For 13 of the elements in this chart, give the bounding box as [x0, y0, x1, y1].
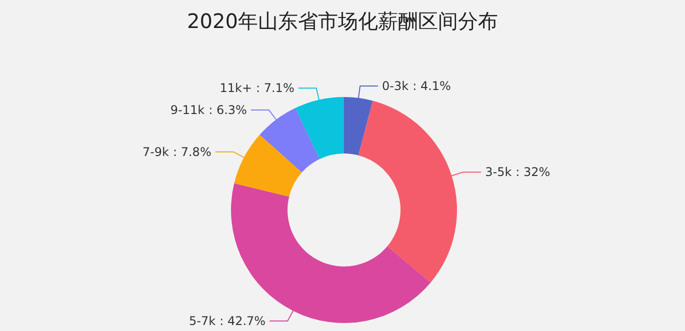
slice-label: 0-3k — [382, 79, 409, 94]
slice-label: 3-5k — [485, 165, 512, 180]
data-label: : 32% — [516, 165, 550, 180]
data-label: : 4.1% — [412, 79, 451, 94]
slice-label: 5-7k — [189, 314, 216, 328]
data-label: : 7.8% — [173, 144, 212, 159]
data-label: : 6.3% — [208, 103, 247, 118]
slice-label: 7-9k — [142, 144, 170, 159]
chart-title: 2020年山东省市场化薪酬区间分布 — [187, 9, 498, 33]
data-label: : 42.7% — [220, 314, 266, 328]
slice-label: 11k+ — [220, 81, 252, 96]
data-label: : 7.1% — [256, 81, 294, 96]
slice-label: 9-11k — [170, 103, 205, 118]
